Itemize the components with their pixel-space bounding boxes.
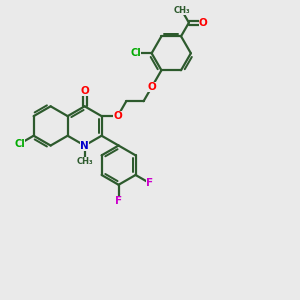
Text: F: F <box>115 196 122 206</box>
Text: O: O <box>199 18 207 28</box>
Text: O: O <box>147 82 156 92</box>
Text: O: O <box>113 111 122 121</box>
Text: Cl: Cl <box>14 139 25 149</box>
Text: O: O <box>80 85 89 96</box>
Text: CH₃: CH₃ <box>173 6 190 15</box>
Text: F: F <box>146 178 153 188</box>
Text: CH₃: CH₃ <box>76 157 93 166</box>
Text: N: N <box>80 140 89 151</box>
Text: Cl: Cl <box>130 48 141 58</box>
